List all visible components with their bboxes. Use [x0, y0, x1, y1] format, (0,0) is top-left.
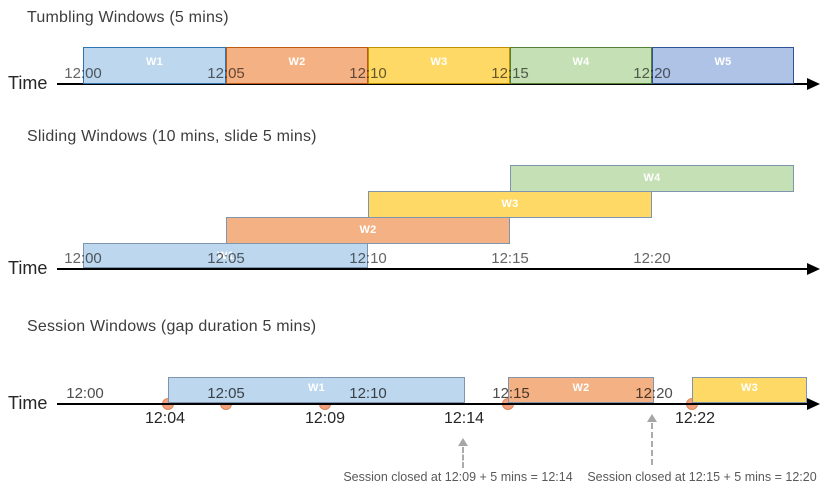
- tick-label-12-05: 12:05: [207, 65, 245, 82]
- window-label: W1: [216, 250, 235, 262]
- tick-label-12-15: 12:15: [492, 385, 530, 402]
- session-time-axis-line: [57, 403, 810, 405]
- tick-label-12-10: 12:10: [349, 65, 387, 82]
- session-axis-arrow-icon: [807, 398, 820, 410]
- window-label: W3: [740, 382, 759, 394]
- session-time-axis-label: Time: [8, 393, 48, 413]
- tumbling-window-w3: W3: [368, 47, 510, 84]
- window-label: W4: [643, 172, 661, 184]
- tick-label-12-15: 12:15: [491, 65, 529, 82]
- tick-label-12-05: 12:05: [207, 385, 245, 402]
- tick-label-12-05: 12:05: [207, 250, 245, 267]
- tick-label-12-00: 12:00: [64, 65, 102, 82]
- session-window-w3: W3: [692, 377, 807, 403]
- sliding-time-axis-line: [57, 268, 810, 270]
- tick-label-12-10: 12:10: [349, 250, 387, 267]
- tick-label-12-15: 12:15: [491, 250, 529, 267]
- tumbling-title: Tumbling Windows (5 mins): [27, 9, 229, 26]
- sliding-window-w4: W4: [510, 165, 794, 192]
- session-close-arrow-icon: [647, 414, 657, 422]
- tumbling-window-w4: W4: [510, 47, 652, 84]
- sliding-window-w3: W3: [368, 191, 652, 218]
- window-label: W3: [430, 56, 448, 68]
- tick-label-12-00: 12:00: [64, 250, 102, 267]
- window-label: W2: [572, 382, 590, 394]
- tick-label-12-10: 12:10: [349, 385, 387, 402]
- window-label: W2: [288, 56, 306, 68]
- window-label: W4: [572, 56, 590, 68]
- session-close-note-2: Session closed at 12:15 + 5 mins = 12:20: [587, 470, 817, 484]
- sliding-time-axis-label: Time: [8, 258, 48, 278]
- event-time-label-12-09: 12:09: [304, 410, 346, 427]
- session-window-w2: W2: [508, 377, 654, 403]
- tumbling-time-axis-label: Time: [8, 73, 48, 93]
- window-label: W2: [359, 224, 377, 236]
- tumbling-axis-arrow-icon: [807, 78, 820, 90]
- tick-label-12-00: 12:00: [66, 385, 104, 402]
- session-window-w1: W1: [168, 377, 465, 403]
- event-time-label-12-22: 12:22: [674, 410, 716, 427]
- sliding-window-w2: W2: [226, 217, 510, 244]
- event-time-label-12-04: 12:04: [144, 410, 186, 427]
- sliding-title: Sliding Windows (10 mins, slide 5 mins): [27, 128, 317, 145]
- window-label: W1: [145, 56, 164, 68]
- window-label: W1: [307, 382, 326, 394]
- tumbling-window-w2: W2: [226, 47, 368, 84]
- session-close-arrow-line: [462, 447, 464, 468]
- sliding-window-w1: W1: [83, 243, 368, 268]
- tick-label-12-20: 12:20: [635, 385, 673, 402]
- sliding-axis-arrow-icon: [807, 263, 820, 275]
- tick-label-12-20: 12:20: [633, 250, 671, 267]
- session-title: Session Windows (gap duration 5 mins): [27, 318, 317, 335]
- session-close-note-1: Session closed at 12:09 + 5 mins = 12:14: [343, 470, 573, 484]
- event-time-label-12-14: 12:14: [443, 410, 485, 427]
- session-close-arrow-icon: [458, 438, 468, 446]
- window-label: W3: [501, 198, 519, 210]
- tumbling-window-w5: W5: [652, 47, 794, 84]
- tumbling-window-w1: W1: [83, 47, 226, 84]
- tumbling-time-axis-line: [57, 83, 810, 85]
- tick-label-12-20: 12:20: [633, 65, 671, 82]
- session-close-arrow-line: [651, 423, 653, 465]
- window-label: W5: [714, 56, 732, 68]
